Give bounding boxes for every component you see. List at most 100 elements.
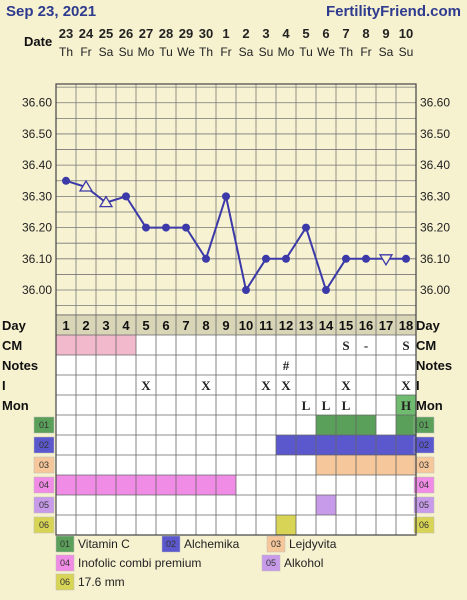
grid-fill-cell: [216, 475, 236, 495]
grid-fill-cell: [96, 335, 116, 355]
header-brand: FertilityFriend.com: [326, 3, 461, 20]
row-code-badge-right: [413, 516, 435, 534]
legend-label: Alkohol: [284, 556, 323, 570]
day-number: 9: [222, 318, 229, 333]
row-code-right: 03: [419, 460, 429, 470]
temperature-point: [322, 286, 330, 295]
row-code-left: 03: [39, 460, 49, 470]
day-number: 16: [359, 318, 373, 333]
day-number: 4: [122, 318, 130, 333]
weekday-label: Th: [199, 45, 213, 59]
grid-fill-cell: [276, 515, 296, 535]
row-label-left: Mon: [2, 398, 29, 413]
day-number: 2: [82, 318, 89, 333]
date-number: 10: [399, 26, 413, 41]
row-code-badge-left: [33, 456, 55, 474]
temperature-point-open-down: [378, 254, 394, 267]
day-number: 12: [279, 318, 293, 333]
temperature-point-open-up: [98, 195, 114, 208]
grid-fill-cell: [316, 435, 336, 455]
temperature-point: [182, 223, 190, 232]
weekday-label: Fr: [80, 45, 91, 59]
row-code-left: 05: [39, 500, 49, 510]
grid-fill-cell: [176, 475, 196, 495]
weekday-label: Su: [259, 45, 274, 59]
weekday-label: Sa: [239, 45, 254, 59]
grid-fill-cell: [396, 395, 416, 415]
date-number: 27: [139, 26, 153, 41]
date-number: 1: [222, 26, 229, 41]
grid-symbol: H: [401, 398, 411, 413]
legend-code: 05: [266, 558, 276, 568]
row-code-badge-right: [413, 436, 435, 454]
grid-symbol: X: [281, 378, 291, 393]
legend-label: Lejdyvita: [289, 537, 337, 551]
date-number: 26: [119, 26, 133, 41]
legend-swatch: [266, 535, 286, 553]
legend-swatch: [55, 535, 75, 553]
date-number: 30: [199, 26, 213, 41]
y-tick-label-right: 36.60: [420, 96, 450, 110]
temperature-point: [242, 286, 250, 295]
temperature-point: [222, 192, 230, 201]
date-number: 7: [342, 26, 349, 41]
grid-symbol: X: [201, 378, 211, 393]
day-number: 6: [162, 318, 169, 333]
legend-code: 02: [166, 539, 176, 549]
grid-symbol: -: [364, 338, 368, 353]
weekday-label: Sa: [379, 45, 394, 59]
grid-fill-cell: [76, 475, 96, 495]
grid-fill-cell: [276, 435, 296, 455]
grid-fill-cell: [96, 475, 116, 495]
grid-symbol: L: [302, 398, 311, 413]
row-code-right: 02: [419, 440, 429, 450]
row-code-badge-left: [33, 476, 55, 494]
y-tick-label-left: 36.60: [22, 96, 52, 110]
grid-fill-cell: [56, 475, 76, 495]
weekday-label: Su: [119, 45, 134, 59]
date-number: 9: [382, 26, 389, 41]
temperature-point: [162, 223, 170, 232]
day-number: 17: [379, 318, 393, 333]
row-code-badge-right: [413, 496, 435, 514]
day-number: 7: [182, 318, 189, 333]
y-tick-label-left: 36.00: [22, 283, 52, 297]
weekday-label: Tu: [159, 45, 173, 59]
y-tick-label-right: 36.20: [420, 221, 450, 235]
row-code-badge-left: [33, 496, 55, 514]
row-code-badge-right: [413, 476, 435, 494]
grid-fill-cell: [196, 475, 216, 495]
weekday-label: Sa: [99, 45, 114, 59]
legend-swatch: [55, 554, 75, 572]
date-number: 5: [302, 26, 309, 41]
weekday-label: Fr: [220, 45, 231, 59]
y-tick-label-right: 36.50: [420, 127, 450, 141]
date-number: 3: [262, 26, 269, 41]
temperature-point: [302, 223, 310, 232]
legend-label: Alchemika: [184, 537, 240, 551]
row-code-right: 05: [419, 500, 429, 510]
day-number: 11: [259, 318, 273, 333]
weekday-label: We: [177, 45, 195, 59]
grid-symbol: X: [401, 378, 411, 393]
header-date: Sep 23, 2021: [6, 3, 96, 20]
y-tick-label-right: 36.00: [420, 283, 450, 297]
grid-fill-cell: [116, 335, 136, 355]
grid-symbol: S: [402, 338, 409, 353]
grid-symbol: L: [322, 398, 331, 413]
legend-swatch: [261, 554, 281, 572]
y-tick-label-right: 36.10: [420, 252, 450, 266]
temperature-point: [262, 254, 270, 263]
row-code-right: 06: [419, 520, 429, 530]
y-tick-label-left: 36.30: [22, 189, 52, 203]
temperature-point: [142, 223, 150, 232]
grid-fill-cell: [396, 435, 416, 455]
grid-fill-cell: [76, 335, 96, 355]
row-code-left: 04: [39, 480, 49, 490]
row-code-left: 01: [39, 420, 49, 430]
legend-code: 01: [60, 539, 70, 549]
legend-label: Vitamin C: [78, 537, 130, 551]
day-number: 18: [399, 318, 413, 333]
